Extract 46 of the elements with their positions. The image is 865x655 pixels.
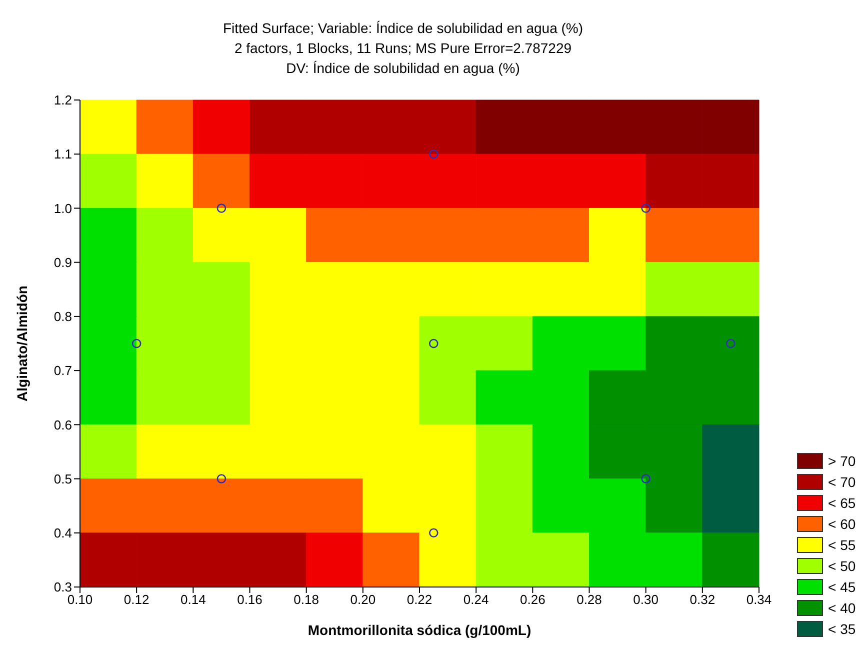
x-tick-label: 0.34 <box>746 592 772 608</box>
x-tick-label: 0.24 <box>463 592 489 608</box>
color-bar-label: > 70 <box>828 452 856 468</box>
y-tick-label: 1.1 <box>54 146 72 162</box>
x-tick-label: 0.20 <box>350 592 376 608</box>
x-tick-label: 0.16 <box>237 592 262 608</box>
y-tick-label: 0.7 <box>54 363 72 378</box>
color-bar-label: < 35 <box>828 620 856 636</box>
color-bar-label: < 55 <box>828 536 856 552</box>
x-tick-label: 0.30 <box>633 592 658 608</box>
x-tick-label: 0.14 <box>180 592 206 608</box>
color-bar-label: < 70 <box>828 474 856 490</box>
y-tick-label: 0.8 <box>54 309 72 324</box>
point <box>132 338 142 348</box>
y-tick-label: 0.9 <box>54 254 72 270</box>
point <box>428 338 438 348</box>
y-tick-label: 0.5 <box>54 471 72 486</box>
y-tick-label: 0.3 <box>54 580 72 595</box>
point <box>641 474 650 484</box>
y-tick-label: 1.0 <box>54 200 72 216</box>
y-axis-title: Alginato/Almidón <box>14 286 30 402</box>
x-tick-label: 0.32 <box>690 592 716 608</box>
color-bar-label: < 45 <box>828 578 856 594</box>
point <box>216 474 226 484</box>
x-tick-label: 0.28 <box>576 592 602 608</box>
color-bar-label: < 50 <box>828 558 856 574</box>
point <box>641 204 650 213</box>
y-tick-label: 1.2 <box>54 92 72 108</box>
x-axis-title: Montmorillonita sódica (g/100mL) <box>308 622 532 638</box>
color-bar-label: < 60 <box>828 516 856 532</box>
x-tick-label: 0.12 <box>124 592 150 608</box>
x-tick-label: 0.26 <box>520 592 546 608</box>
point <box>428 149 438 159</box>
point <box>726 338 736 348</box>
point <box>428 528 438 538</box>
color-bar-label: < 40 <box>828 600 856 616</box>
x-tick-label: 0.18 <box>294 592 319 608</box>
color-bar-label: < 65 <box>828 494 856 510</box>
point <box>216 204 226 213</box>
text: DV: Índice de solubilidad en agua (%) <box>285 59 521 78</box>
y-tick-label: 0.6 <box>54 417 72 432</box>
x-tick-label: 0.10 <box>67 592 93 608</box>
chart-subtitle: 2 factors, 1 Blocks, 11 Runs; MS Pure Error=2.787229 <box>233 39 573 58</box>
chart-title: Fitted Surface; Variable: Índice de solubilidad en agua (%) <box>222 19 584 38</box>
x-tick-label: 0.22 <box>406 592 432 608</box>
y-tick-label: 0.4 <box>54 526 72 541</box>
